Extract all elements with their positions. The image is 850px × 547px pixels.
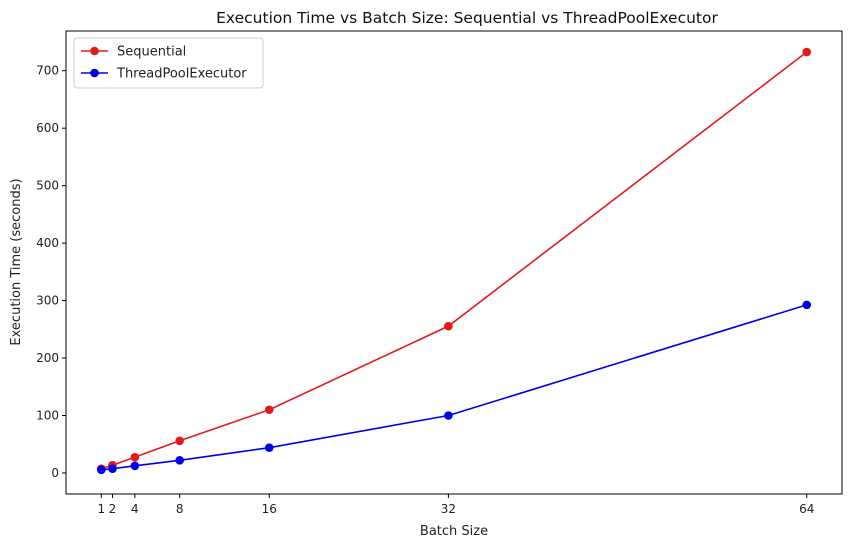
x-axis-label: Batch Size — [420, 524, 488, 539]
series-line-sequential — [101, 51, 808, 470]
y-tick-label: 600 — [36, 121, 59, 135]
y-axis: 0 100 200 300 400 500 600 700 — [36, 64, 66, 480]
series-layer — [96, 47, 812, 475]
y-axis-label: Execution Time (seconds) — [9, 178, 24, 345]
x-tick-label: 1 — [97, 502, 105, 516]
data-point-sequential — [175, 436, 184, 446]
data-point-threadpoolexecutor — [108, 464, 117, 473]
y-tick-label: 300 — [36, 294, 59, 308]
data-point-sequential — [130, 452, 140, 462]
chart-title: Execution Time vs Batch Size: Sequential… — [216, 9, 718, 27]
legend-swatch-marker-sequential — [90, 46, 99, 56]
x-axis: 1 2 4 8 16 32 64 — [97, 494, 814, 516]
plot-area-frame — [65, 30, 843, 495]
legend-label-threadpoolexecutor: ThreadPoolExecutor — [116, 67, 247, 82]
data-point-sequential — [444, 321, 453, 331]
x-tick-label: 64 — [799, 502, 814, 516]
data-point-sequential — [802, 47, 812, 57]
x-tick-label: 8 — [176, 502, 184, 516]
data-point-threadpoolexecutor — [175, 456, 184, 465]
y-tick-label: 700 — [36, 64, 59, 78]
series-line-threadpoolexecutor — [101, 304, 807, 471]
y-tick-label: 400 — [36, 236, 59, 250]
y-tick-label: 100 — [36, 409, 59, 423]
x-tick-label: 4 — [131, 502, 139, 516]
data-point-threadpoolexecutor — [802, 300, 812, 310]
y-tick-label: 200 — [36, 351, 59, 365]
legend-swatch-marker-threadpoolexecutor — [90, 68, 99, 78]
data-point-threadpoolexecutor — [264, 443, 274, 452]
legend-label-sequential: Sequential — [117, 45, 186, 60]
y-tick-label: 0 — [51, 466, 59, 480]
x-tick-label: 2 — [109, 502, 117, 516]
data-point-sequential — [264, 405, 274, 415]
x-tick-label: 32 — [441, 502, 456, 516]
data-point-threadpoolexecutor — [444, 411, 453, 420]
legend-box — [73, 37, 264, 89]
legend: Sequential ThreadPoolExecutor — [73, 37, 264, 89]
y-tick-label: 500 — [36, 179, 59, 193]
x-tick-label: 16 — [262, 502, 277, 516]
data-point-threadpoolexecutor — [96, 465, 106, 475]
data-point-threadpoolexecutor — [130, 461, 140, 471]
